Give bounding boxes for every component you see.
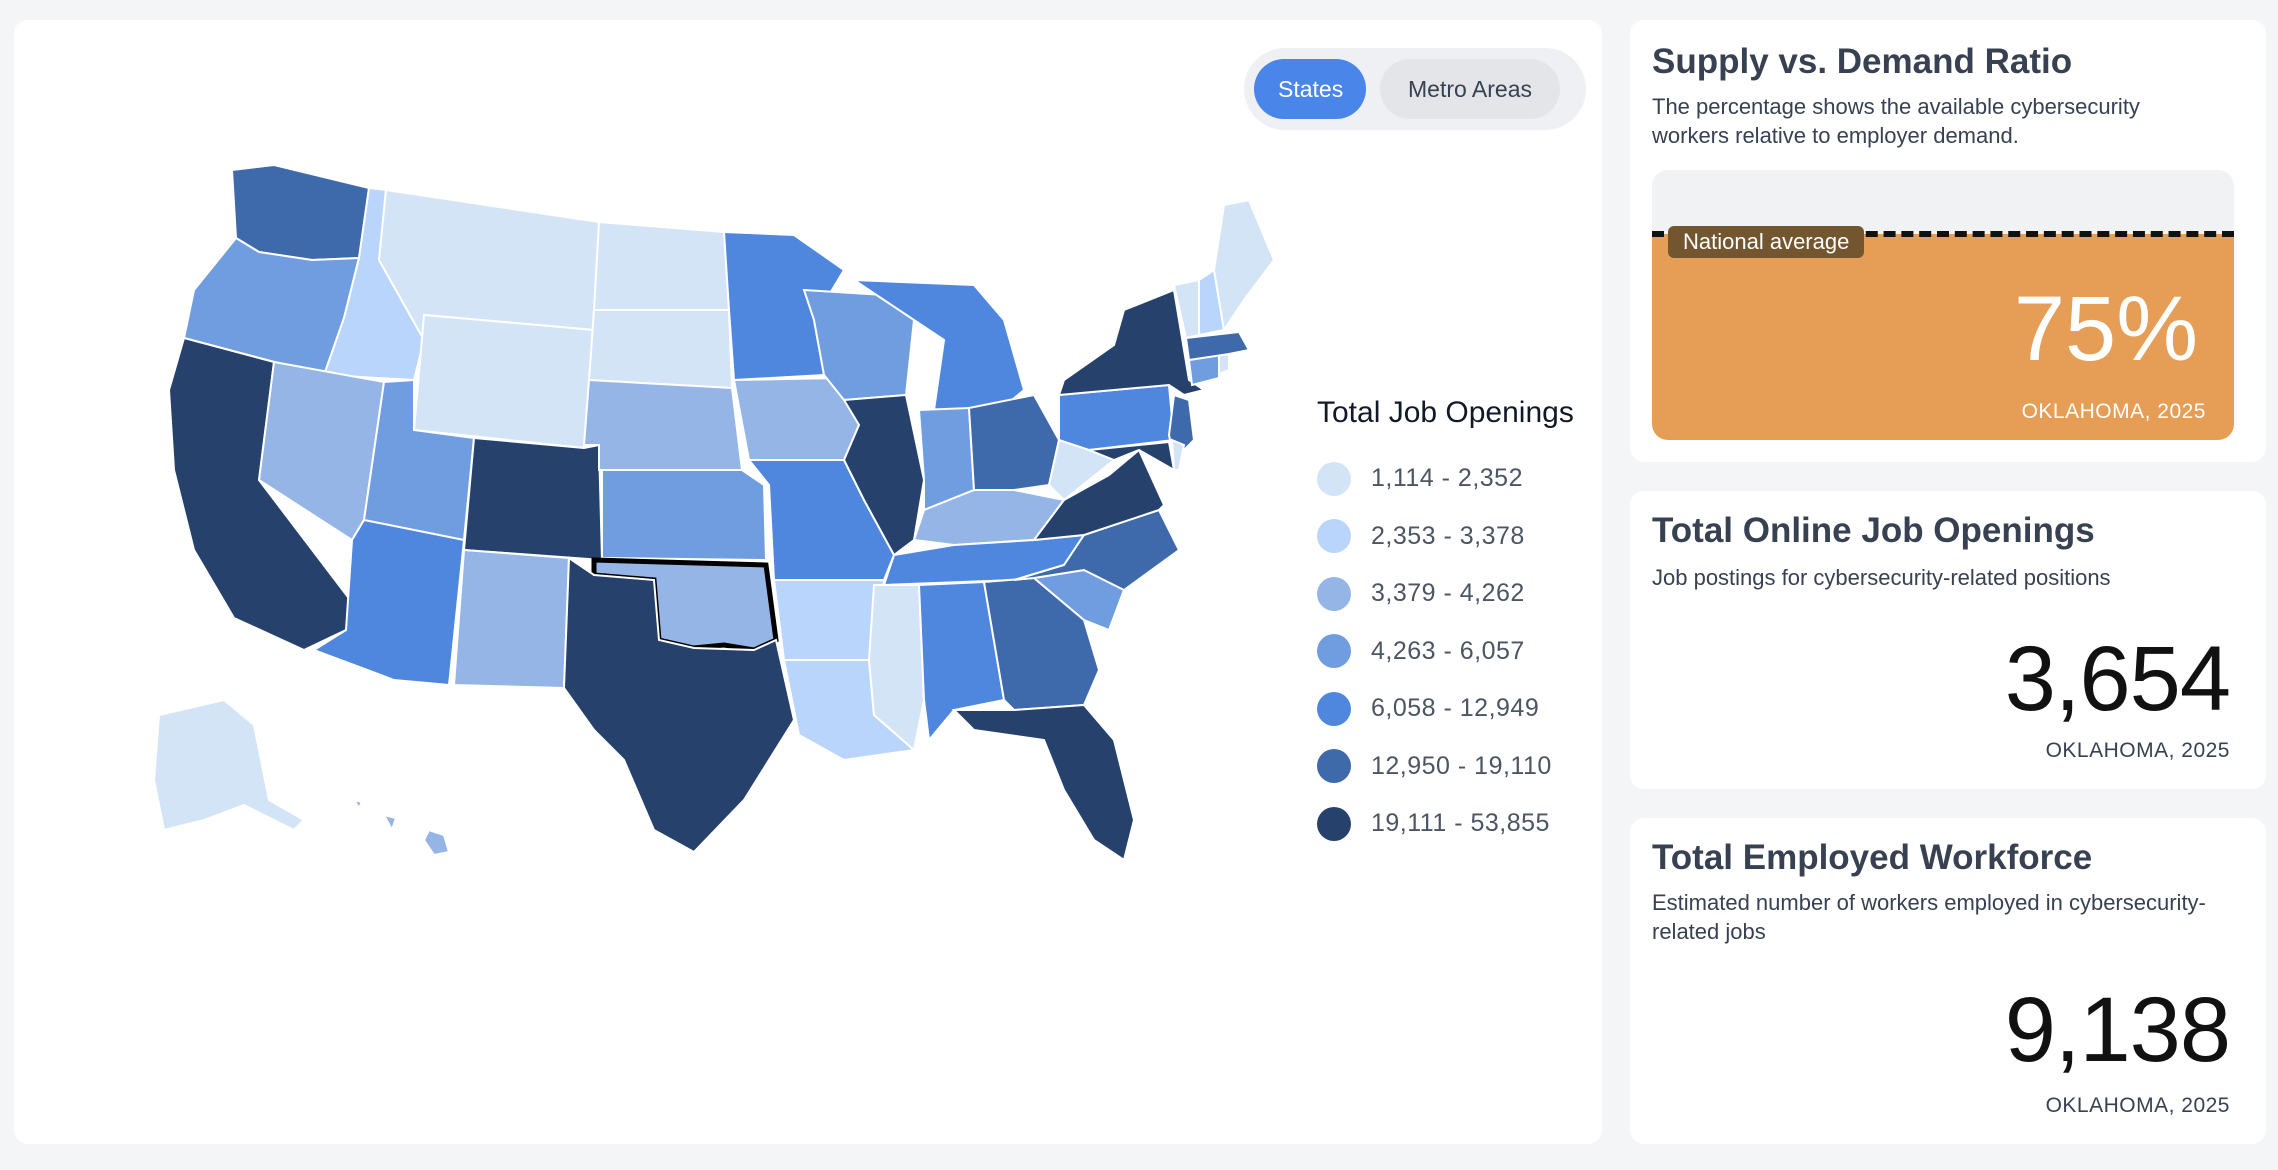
metro-areas-toggle-button[interactable]: Metro Areas [1380, 59, 1560, 119]
workforce-caption: OKLAHOMA, 2025 [2045, 1094, 2230, 1117]
state-hawaii[interactable] [351, 798, 451, 857]
legend-swatch [1317, 806, 1351, 841]
state-florida[interactable] [951, 703, 1136, 862]
legend-item: 3,379 - 4,262 [1317, 565, 1607, 623]
state-arkansas[interactable] [772, 579, 886, 661]
legend-label: 4,263 - 6,057 [1371, 636, 1525, 665]
state-ohio[interactable] [967, 393, 1061, 491]
state-texas[interactable] [562, 556, 796, 854]
job-openings-description: Job postings for cybersecurity-related p… [1652, 565, 2111, 590]
state-colorado[interactable] [462, 436, 604, 562]
view-toggle: States Metro Areas [1244, 48, 1586, 130]
workforce-value: 9,138 [2004, 979, 2231, 1081]
state-kansas[interactable] [601, 469, 768, 562]
legend-swatch [1317, 519, 1351, 554]
legend-item: 2,353 - 3,378 [1317, 508, 1607, 566]
state-wyoming[interactable] [412, 313, 596, 450]
state-rhode-island[interactable] [1218, 352, 1230, 376]
legend-label: 6,058 - 12,949 [1371, 694, 1540, 723]
states-toggle-button[interactable]: States [1254, 59, 1366, 119]
state-new-mexico[interactable] [452, 548, 571, 690]
workforce-card: Total Employed Workforce Estimated numbe… [1630, 818, 2266, 1144]
job-openings-value: 3,654 [2004, 628, 2231, 730]
legend-item: 19,111 - 53,855 [1317, 795, 1607, 853]
map-panel: States Metro Areas [14, 20, 1602, 1144]
legend-label: 19,111 - 53,855 [1371, 809, 1550, 838]
legend-swatch [1317, 576, 1351, 611]
us-choropleth-map [152, 163, 1276, 862]
legend-item: 6,058 - 12,949 [1317, 680, 1607, 738]
supply-demand-meter: National average 75% OKLAHOMA, 2025 [1652, 170, 2234, 440]
national-average-line [1652, 231, 2234, 237]
legend-swatch [1317, 461, 1351, 496]
legend-item: 1,114 - 2,352 [1317, 450, 1607, 508]
state-nebraska[interactable] [582, 378, 744, 471]
state-virginia[interactable] [1031, 448, 1166, 542]
national-average-badge: National average [1668, 226, 1865, 258]
supply-demand-description: The percentage shows the available cyber… [1652, 94, 2140, 148]
state-massachusetts[interactable] [1184, 330, 1251, 362]
state-alaska[interactable] [152, 698, 306, 832]
legend-label: 1,114 - 2,352 [1371, 464, 1523, 493]
state-maryland[interactable] [1088, 440, 1176, 472]
legend-item: 4,263 - 6,057 [1317, 623, 1607, 681]
state-north-dakota[interactable] [592, 220, 731, 311]
legend-swatch [1317, 691, 1351, 726]
legend-swatch [1317, 749, 1351, 784]
state-arizona[interactable] [311, 518, 466, 687]
supply-demand-caption: OKLAHOMA, 2025 [2021, 400, 2206, 423]
state-pennsylvania[interactable] [1058, 383, 1176, 452]
state-new-york[interactable] [1057, 288, 1207, 397]
supply-demand-title: Supply vs. Demand Ratio [1652, 42, 2073, 81]
legend-swatch [1317, 634, 1351, 669]
supply-demand-percent: 75% [2013, 278, 2198, 380]
workforce-description: Estimated number of workers employed in … [1652, 890, 2206, 944]
state-washington[interactable] [230, 163, 371, 262]
map-legend: Total Job Openings 1,114 - 2,352 2,353 - … [1317, 396, 1607, 853]
legend-label: 3,379 - 4,262 [1371, 579, 1525, 608]
supply-demand-fill [1652, 234, 2234, 440]
job-openings-caption: OKLAHOMA, 2025 [2045, 739, 2230, 762]
workforce-title: Total Employed Workforce [1652, 838, 2093, 877]
job-openings-title: Total Online Job Openings [1652, 511, 2095, 550]
supply-demand-card: Supply vs. Demand Ratio The percentage s… [1630, 20, 2266, 462]
state-delaware[interactable] [1170, 438, 1186, 471]
legend-title: Total Job Openings [1317, 396, 1574, 429]
legend-label: 12,950 - 19,110 [1371, 751, 1552, 780]
state-south-dakota[interactable] [587, 309, 734, 390]
job-openings-card: Total Online Job Openings Job postings f… [1630, 491, 2266, 789]
state-maine[interactable] [1212, 198, 1276, 333]
legend-item: 12,950 - 19,110 [1317, 738, 1607, 796]
legend-label: 2,353 - 3,378 [1371, 521, 1525, 550]
state-montana[interactable] [377, 188, 601, 344]
